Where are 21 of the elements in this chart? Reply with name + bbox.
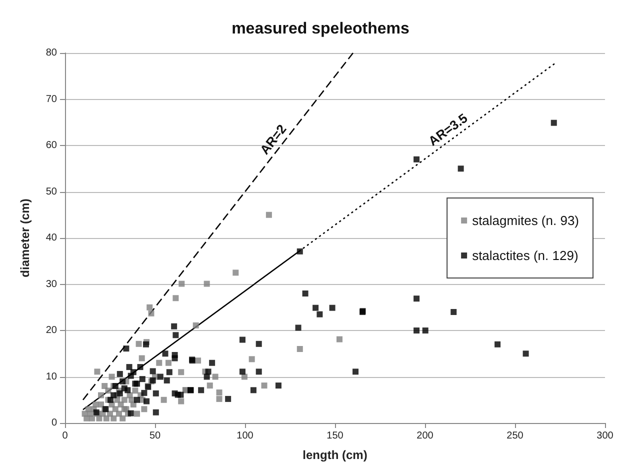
legend-label: stalagmites (n. 93)	[472, 213, 580, 228]
y-tick-label: 70	[46, 94, 58, 105]
x-tick-label: 100	[236, 430, 254, 442]
x-tick-label: 0	[62, 430, 68, 442]
y-tick-label: 40	[46, 232, 58, 244]
x-tick-label: 300	[596, 430, 614, 442]
y-tick-label: 60	[46, 140, 58, 151]
x-tick-label: 150	[326, 430, 344, 442]
x-tick-label: 250	[506, 430, 524, 442]
x-tick-label: 200	[416, 430, 434, 442]
y-tick-label: 10	[46, 371, 58, 382]
legend-label: stalactites (n. 129)	[472, 248, 578, 263]
y-tick-label: 50	[46, 186, 58, 198]
x-tick-label: 50	[149, 430, 161, 442]
y-tick-label: 30	[46, 278, 58, 290]
x-axis-title: length (cm)	[302, 448, 368, 462]
y-tick-label: 20	[46, 325, 58, 336]
y-axis-title: diameter (cm)	[18, 198, 32, 278]
y-tick-label: 0	[51, 418, 58, 428]
y-tick-label: 80	[46, 48, 58, 58]
chart-title: measured speleothems	[232, 20, 410, 38]
